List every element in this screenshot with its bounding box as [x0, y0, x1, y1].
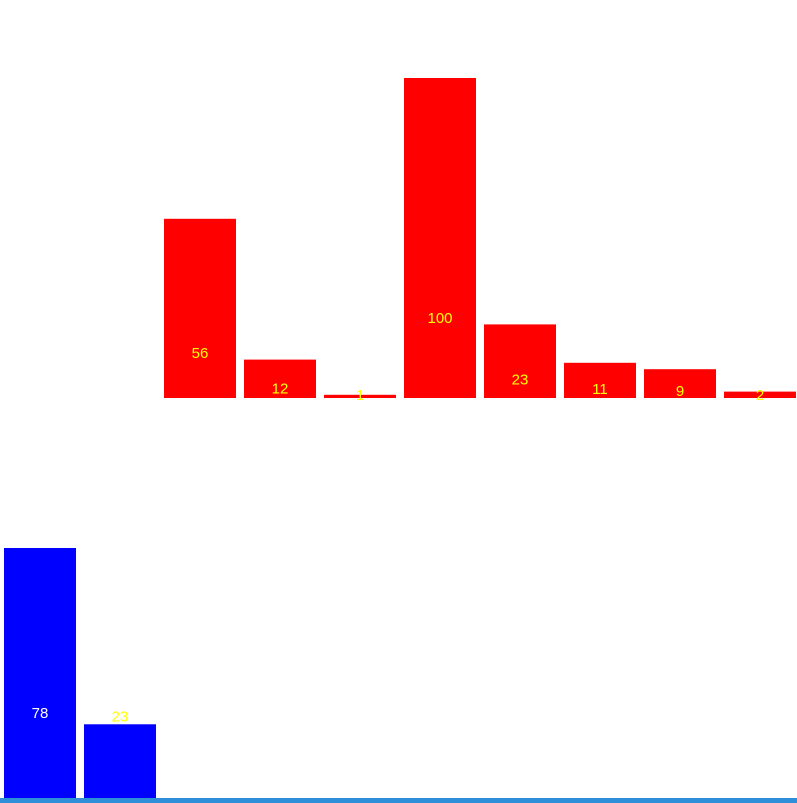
bar [164, 218, 236, 398]
bar [564, 362, 636, 398]
bar [244, 359, 316, 398]
bar [4, 548, 76, 798]
bar-value-label: 2 [756, 387, 764, 404]
bar-chart-1: 56 12 1 100 23 11 9 2 [164, 78, 796, 404]
bar-value-label: 23 [512, 372, 529, 389]
bar-value-label: 78 [32, 705, 49, 722]
bar-chart-2: 78 23 [4, 548, 156, 798]
bar [724, 391, 796, 398]
bar-value-label: 1 [356, 387, 364, 404]
bar [84, 724, 156, 798]
bar-value-label: 12 [272, 380, 289, 397]
taskbar-strip [0, 798, 797, 803]
bar [404, 78, 476, 398]
bar [644, 369, 716, 398]
bar-value-label: 9 [676, 383, 684, 400]
bar-value-label: 56 [192, 345, 209, 362]
bar [484, 324, 556, 398]
bar [324, 394, 396, 398]
bar-value-label: 23 [112, 708, 129, 725]
bar-value-label: 100 [427, 310, 452, 327]
bar-value-label: 11 [592, 381, 608, 398]
